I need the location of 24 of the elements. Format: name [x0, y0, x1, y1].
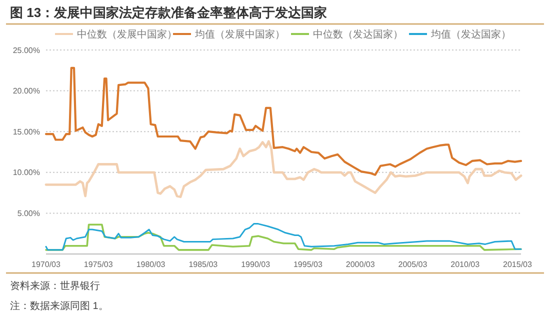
x-tick-label: 1995/03 [293, 260, 323, 269]
legend-label: 中位数（发展中国家） [77, 28, 177, 40]
x-tick-label: 2010/03 [450, 260, 480, 269]
y-tick-label: 20.00% [12, 86, 40, 96]
y-tick-label: 10.00% [12, 168, 40, 178]
x-tick-label: 1980/03 [136, 260, 166, 269]
line-series [44, 140, 522, 198]
y-tick-label: 25.00% [12, 46, 40, 55]
x-tick-label: 2005/03 [398, 260, 428, 269]
text: 资料来源：世界银行 [10, 280, 100, 292]
legend-label: 均值（发达国家） [430, 28, 511, 40]
legend-label: 均值（发展中国家） [194, 28, 285, 40]
y-tick-label: 5.00% [17, 209, 40, 218]
x-tick-label: 1985/03 [188, 260, 218, 269]
line-series [44, 66, 522, 176]
x-tick-label: 1990/03 [241, 260, 271, 269]
text: 注：数据来源同图 1。 [10, 300, 108, 312]
legend-label: 中位数（发达国家） [313, 28, 403, 40]
y-tick-label: 15.00% [12, 127, 40, 136]
x-tick-label: 2000/03 [346, 260, 376, 269]
x-tick-label: 1970/03 [32, 260, 62, 269]
x-tick-label: 2015/03 [503, 260, 533, 269]
x-tick-label: 1975/03 [84, 260, 114, 269]
chart-title: 图 13：发展中国家法定存款准备金率整体高于发达国家 [10, 5, 328, 20]
